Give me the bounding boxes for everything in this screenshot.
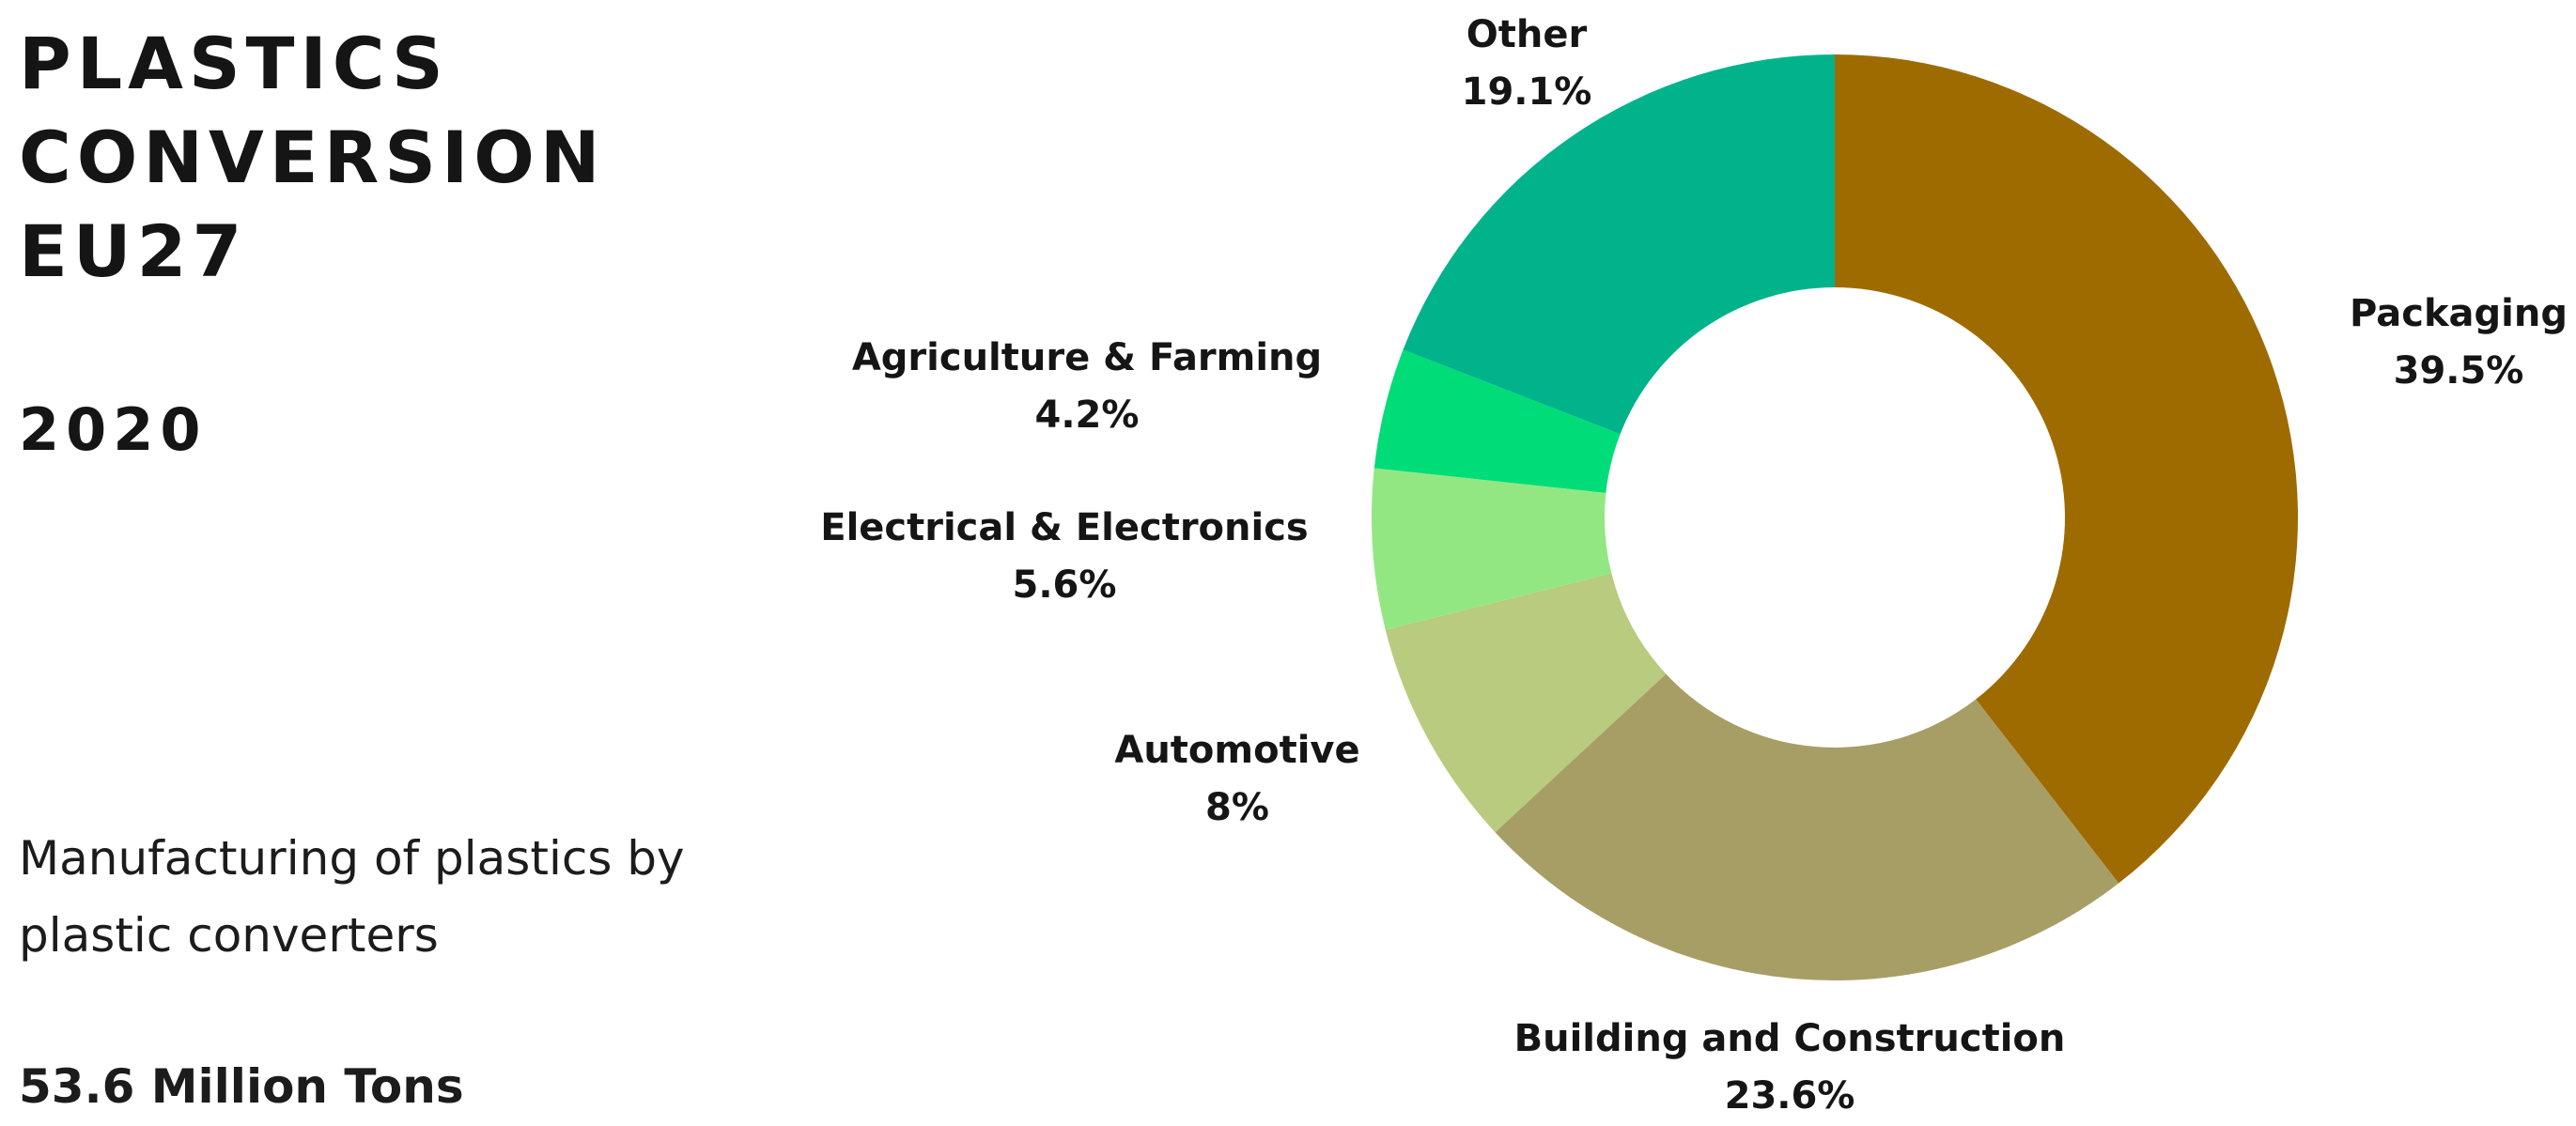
- slice-value-label: 19.1%: [1462, 70, 1592, 114]
- donut-slices: [1372, 54, 2298, 980]
- slice-packaging: [1835, 54, 2298, 884]
- slice-name-label: Packaging: [2350, 292, 2568, 335]
- slice-electrical-electronics: [1372, 468, 1612, 630]
- slice-value-label: 8%: [1205, 786, 1269, 829]
- total-tons-label: 53.6 Million Tons: [19, 1059, 464, 1114]
- slice-value-label: 5.6%: [1013, 563, 1117, 607]
- slice-labels: Packaging 39.5% Building and Construction 2…: [820, 13, 2568, 1118]
- slice-name-label: Electrical & Electronics: [820, 506, 1309, 549]
- slice-value-label: 4.2%: [1035, 393, 1140, 437]
- slice-name-label: Automotive: [1114, 729, 1359, 772]
- title-line-2: CONVERSION: [19, 116, 606, 199]
- description-line-2: plastic converters: [19, 908, 439, 963]
- title-line-1: PLASTICS: [19, 22, 449, 105]
- slice-agriculture-farming: [1373, 349, 1621, 493]
- chart-description: Manufacturing of plastics by plastic con…: [19, 820, 752, 974]
- slice-name-label: Building and Construction: [1514, 1017, 2066, 1060]
- slice-name-label: Other: [1466, 13, 1588, 56]
- slice-value-label: 23.6%: [1725, 1074, 1855, 1118]
- title-line-3: EU27: [19, 209, 248, 293]
- slice-name-label: Agriculture & Farming: [852, 336, 1322, 379]
- chart-title: PLASTICS CONVERSION EU27: [19, 17, 605, 299]
- slice-building-and-construction: [1495, 673, 2119, 980]
- slice-automotive: [1385, 573, 1667, 833]
- description-line-1: Manufacturing of plastics by: [19, 831, 685, 886]
- year-label: 2020: [19, 395, 208, 464]
- slice-value-label: 39.5%: [2394, 349, 2524, 393]
- slice-other: [1403, 54, 1835, 435]
